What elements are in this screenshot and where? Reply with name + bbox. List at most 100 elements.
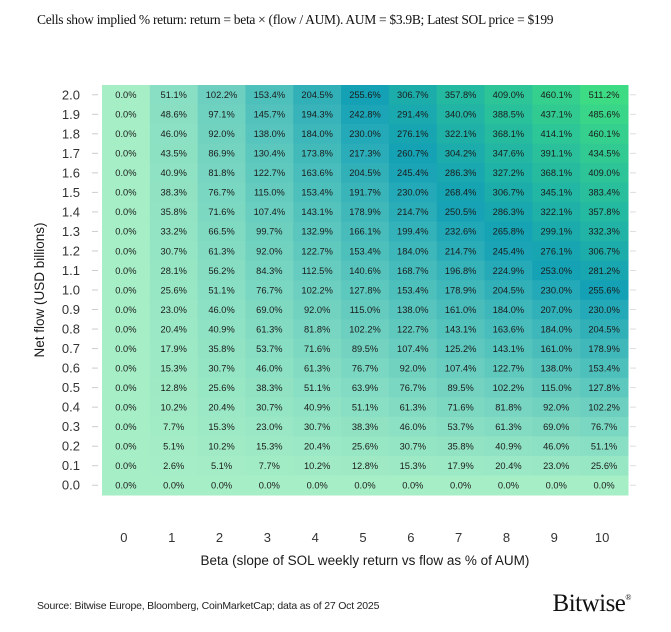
heatmap-cell [436, 455, 486, 476]
heatmap-cell [436, 319, 486, 340]
cell-value-label: 230.0% [349, 129, 381, 139]
cell-value-label: 357.8% [588, 207, 620, 217]
chart-subtitle: Cells show implied % return: return = be… [37, 12, 554, 27]
cell-value-label: 53.7% [256, 344, 282, 354]
heatmap-cell [580, 202, 629, 223]
heatmap-cell [484, 338, 533, 359]
heatmap-cell [580, 358, 629, 379]
heatmap-cell [580, 143, 629, 164]
cell-value-label: 92.0% [208, 129, 234, 139]
heatmap-cell [149, 455, 199, 476]
cell-value-label: 368.1% [540, 168, 572, 178]
cell-value-label: 51.1% [208, 285, 234, 295]
heatmap-cell [436, 85, 486, 106]
heatmap-cell [149, 358, 199, 379]
cell-value-label: 115.0% [350, 305, 381, 315]
heatmap-cell [197, 163, 246, 184]
cell-value-label: 409.0% [493, 90, 525, 100]
heatmap-cell [197, 260, 246, 281]
y-axis-label: Net flow (USD billions) [32, 222, 47, 357]
cell-value-label: 81.8% [304, 324, 330, 334]
cell-value-label: 168.7% [397, 266, 429, 276]
x-tick-label: 9 [551, 530, 558, 545]
cell-value-label: 0.0% [115, 441, 136, 451]
cell-value-label: 2.6% [163, 461, 184, 471]
x-tick-label: 3 [264, 530, 271, 545]
heatmap-cell [197, 299, 246, 320]
heatmap-cell [102, 436, 151, 457]
heatmap-cell [341, 299, 390, 320]
cell-value-label: 43.5% [161, 149, 187, 159]
x-tick-label: 0 [120, 530, 127, 545]
cell-value-label: 127.8% [349, 285, 381, 295]
cell-labels: 0.0% 51.1% 102.2% 153.4% 204.5% 255.6% 306.7% 3… [115, 90, 620, 490]
heatmap-cell [149, 260, 199, 281]
heatmap-cell [436, 260, 486, 281]
cell-value-label: 0.0% [115, 305, 136, 315]
heatmap-cell [245, 299, 294, 320]
heatmap-cell [388, 202, 438, 223]
y-tick-label: 1.5 [62, 185, 80, 200]
cell-value-label: 81.8% [208, 168, 234, 178]
cell-value-label: 153.4% [588, 363, 620, 373]
cell-value-label: 286.3% [445, 168, 477, 178]
cell-value-label: 260.7% [397, 149, 429, 159]
cell-value-label: 232.6% [445, 227, 477, 237]
heatmap-cell [436, 221, 486, 242]
heatmap-cell [484, 85, 533, 106]
heatmap-cell [436, 475, 486, 496]
heatmap-cell [102, 397, 151, 418]
cell-value-label: 0.0% [259, 481, 280, 491]
heatmap-cell [532, 241, 581, 262]
cell-value-label: 46.0% [161, 129, 187, 139]
cell-value-label: 92.0% [543, 402, 569, 412]
cell-value-label: 153.4% [397, 285, 429, 295]
y-tick-label: 0.5 [62, 380, 80, 395]
heatmap-cell [341, 475, 390, 496]
cell-value-label: 17.9% [161, 344, 187, 354]
cell-value-label: 0.0% [115, 110, 136, 120]
heatmap-cell [197, 377, 246, 398]
heatmap-cell [484, 319, 533, 340]
y-tick-label: 0.1 [62, 458, 80, 473]
heatmap-cell [341, 241, 390, 262]
heatmap-cell [580, 104, 629, 125]
heatmap-cell [532, 163, 581, 184]
heatmap-cell [102, 475, 151, 496]
x-tick-label: 4 [312, 530, 319, 545]
heatmap-cell [341, 338, 390, 359]
heatmap-cell [149, 163, 199, 184]
cell-value-label: 0.0% [115, 324, 136, 334]
cell-value-label: 357.8% [445, 90, 477, 100]
cell-value-label: 61.3% [256, 324, 282, 334]
cell-value-label: 20.4% [208, 402, 234, 412]
heatmap-cell [341, 319, 390, 340]
cell-value-label: 71.6% [304, 344, 330, 354]
cell-value-label: 460.1% [588, 129, 620, 139]
cell-value-label: 132.9% [301, 227, 333, 237]
cell-value-label: 107.4% [254, 207, 286, 217]
heatmap-cell [388, 377, 438, 398]
heatmap-cell [580, 221, 629, 242]
heatmap-cell [102, 338, 151, 359]
cell-value-label: 61.3% [400, 402, 426, 412]
cell-value-label: 40.9% [161, 168, 187, 178]
cell-value-label: 23.0% [161, 305, 187, 315]
heatmap-cell [580, 124, 629, 145]
cell-value-label: 138.0% [540, 363, 572, 373]
cell-value-label: 76.7% [256, 285, 282, 295]
heatmap-cell [341, 143, 390, 164]
heatmap-cell [245, 202, 294, 223]
cell-value-label: 127.8% [588, 383, 620, 393]
heatmap-cell [484, 202, 533, 223]
cell-value-label: 230.0% [397, 188, 429, 198]
heatmap-cell [484, 124, 533, 145]
cell-value-label: 0.0% [115, 246, 136, 256]
cell-value-label: 17.9% [447, 461, 473, 471]
heatmap-cell [341, 182, 390, 203]
heatmap-cell [532, 182, 581, 203]
cell-value-label: 0.0% [115, 383, 136, 393]
heatmap-cell [149, 85, 199, 106]
heatmap-cell [484, 299, 533, 320]
heatmap-cell [436, 104, 486, 125]
